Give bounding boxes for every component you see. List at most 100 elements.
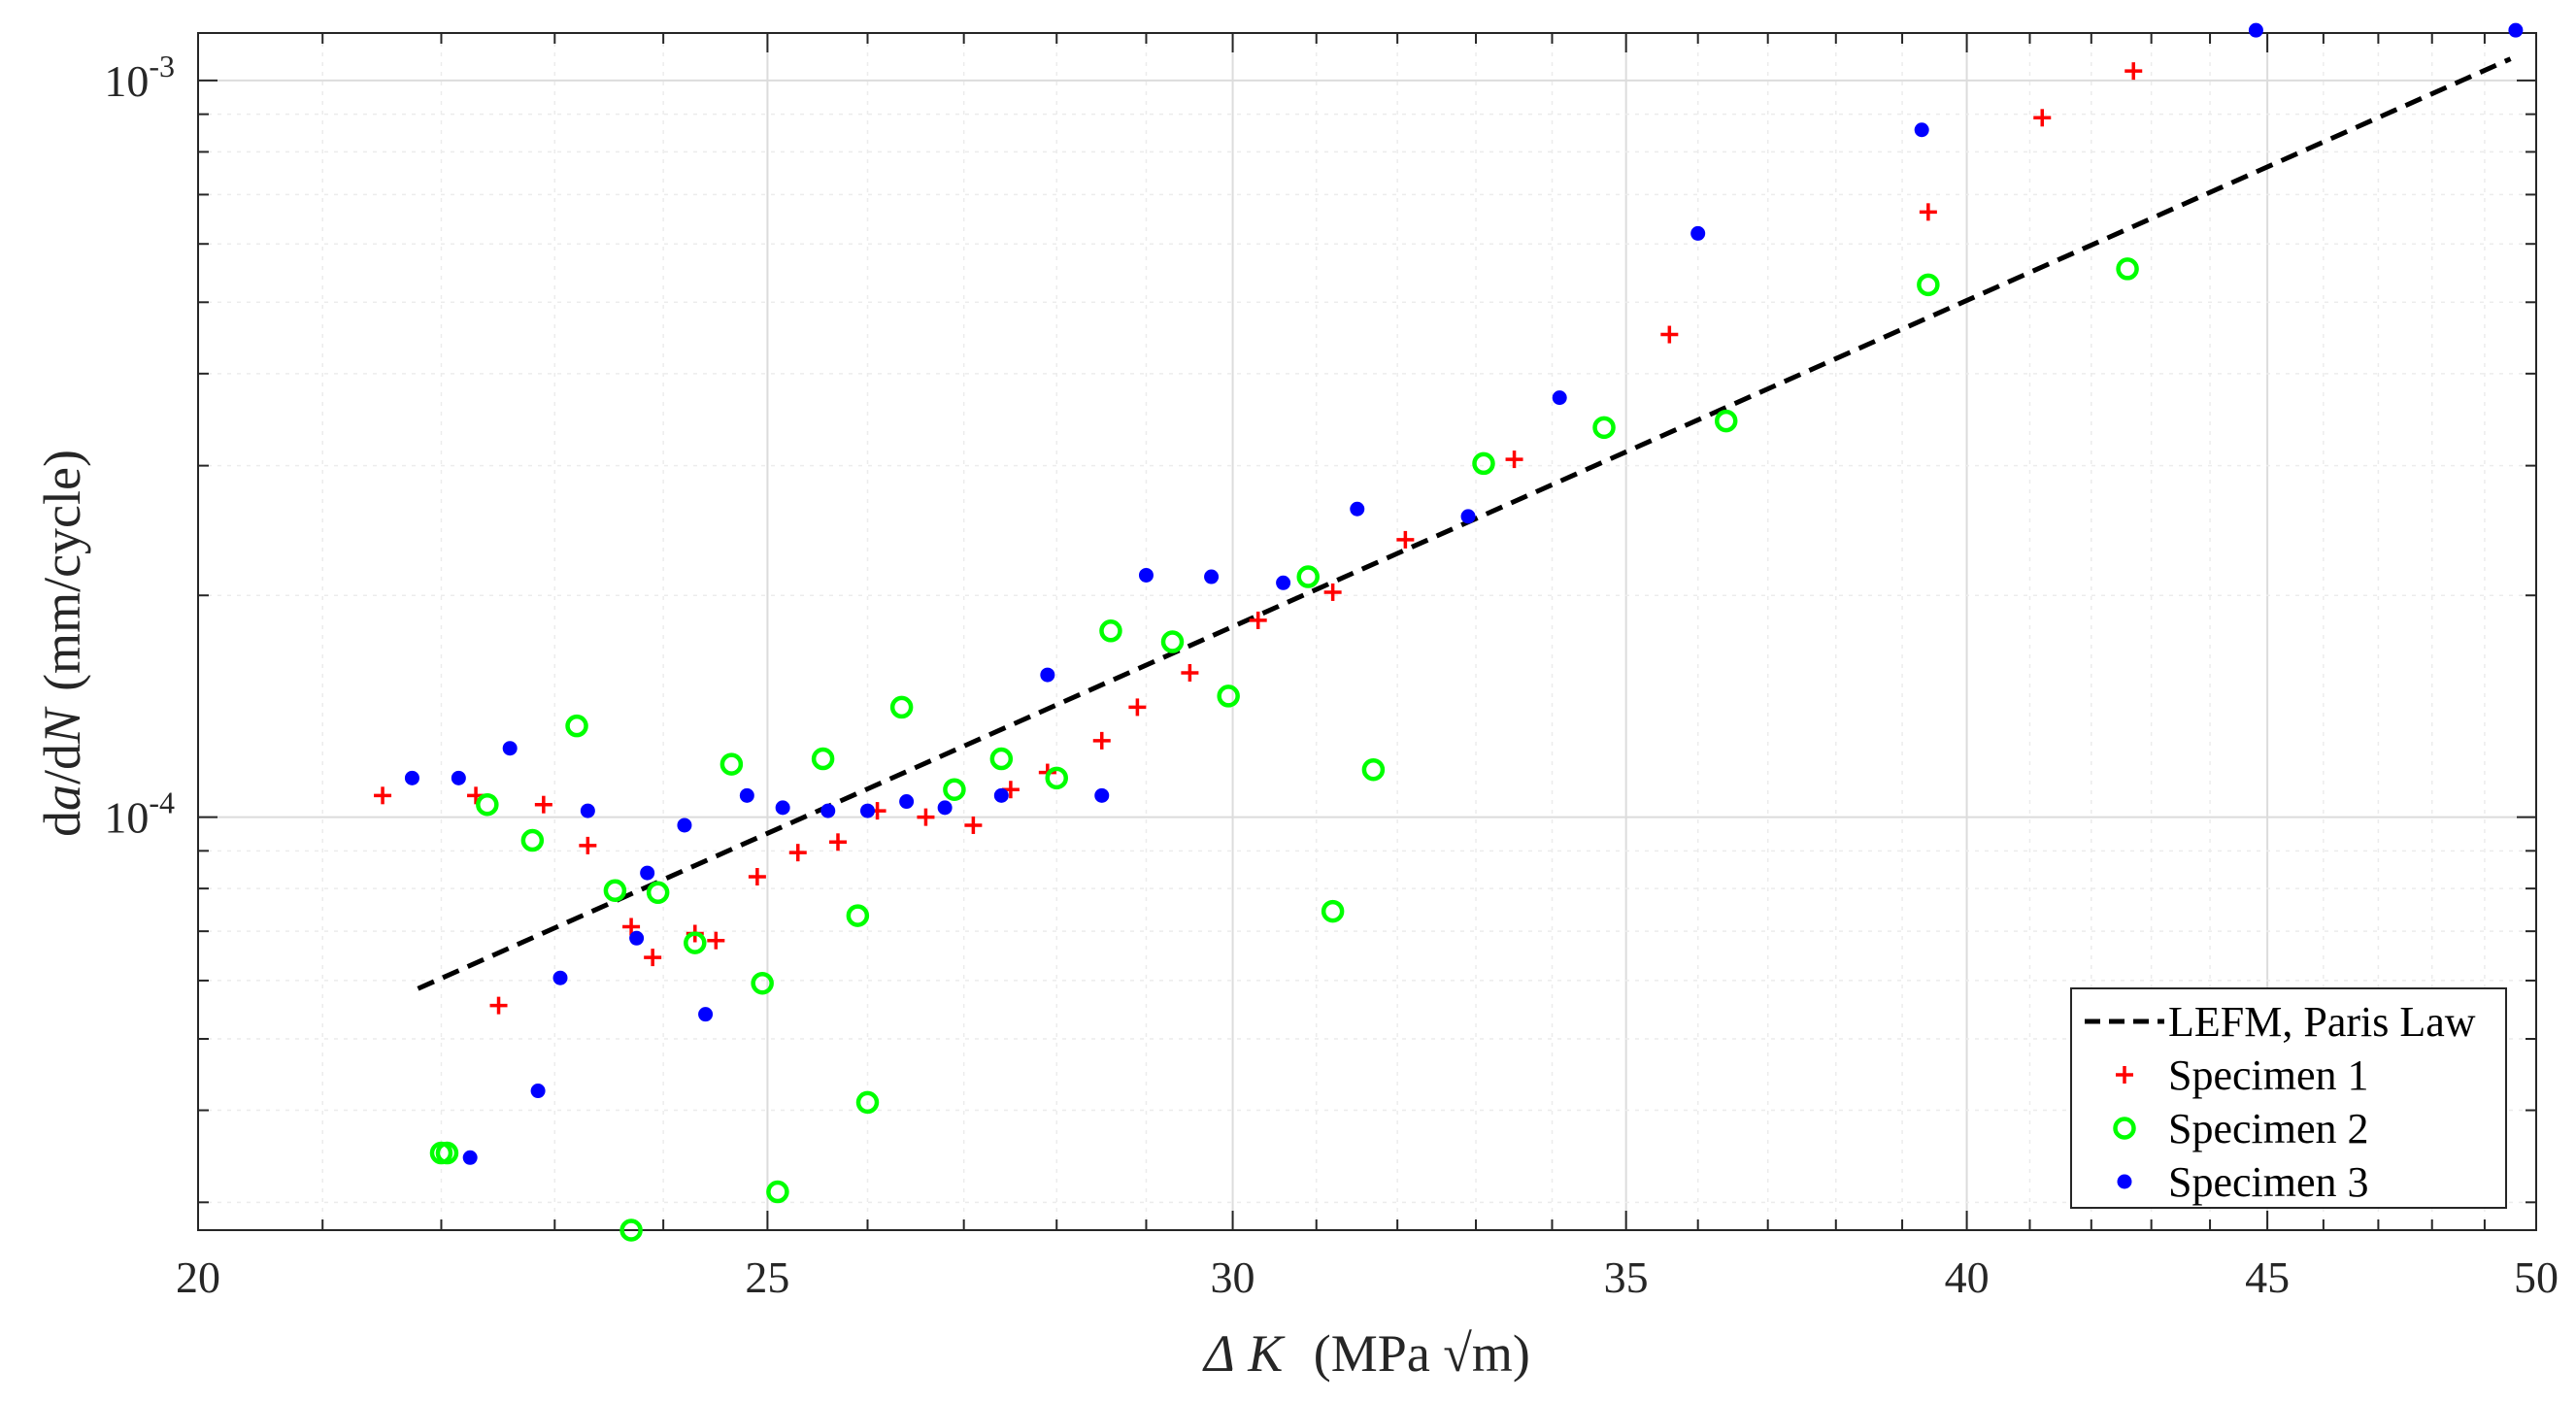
specimen-1-point bbox=[788, 844, 807, 862]
specimen-1-point bbox=[644, 949, 662, 967]
specimen-3-point bbox=[1040, 667, 1055, 683]
specimen-1-point bbox=[748, 868, 766, 886]
x-tick-label: 30 bbox=[1211, 1252, 1255, 1302]
specimen-2-point bbox=[1045, 766, 1068, 790]
specimen-2-point bbox=[1321, 899, 1345, 923]
specimen-1-point bbox=[917, 808, 935, 826]
specimen-1-point bbox=[964, 816, 983, 834]
specimen-3-point bbox=[993, 787, 1009, 803]
specimen-2-point bbox=[1160, 630, 1185, 653]
specimen-3-point bbox=[1350, 501, 1365, 517]
legend-entry: Specimen 2 bbox=[2113, 1105, 2369, 1152]
specimen-2-point bbox=[619, 1218, 643, 1242]
specimen-3-point bbox=[775, 800, 790, 816]
legend-swatch bbox=[2116, 1066, 2133, 1084]
x-tick-label: 20 bbox=[176, 1252, 220, 1302]
specimen-3-point bbox=[451, 770, 466, 785]
specimen-1-point bbox=[2033, 109, 2052, 127]
legend-box bbox=[2070, 987, 2507, 1209]
data-series bbox=[374, 22, 2524, 1242]
specimen-1-point bbox=[1919, 203, 1937, 221]
legend-label: Specimen 1 bbox=[2168, 1052, 2369, 1099]
specimen-3-point bbox=[899, 794, 915, 810]
specimen-1-point bbox=[489, 996, 508, 1015]
specimen-3-point bbox=[530, 1084, 546, 1099]
specimen-2-point bbox=[1472, 451, 1495, 476]
specimen-2-point bbox=[1217, 684, 1240, 708]
series-3 bbox=[404, 22, 2524, 1165]
specimen-3-point bbox=[580, 803, 595, 818]
specimen-3-point bbox=[677, 818, 692, 833]
y-tick-label: 10-3 bbox=[104, 49, 175, 106]
specimen-3-point bbox=[1138, 567, 1154, 583]
x-axis-title-variable: K bbox=[1247, 1324, 1286, 1383]
y-tick-labels: 10-4 10-3 bbox=[104, 49, 175, 843]
x-tick-label: 25 bbox=[745, 1252, 789, 1302]
series-2 bbox=[429, 257, 2139, 1242]
legend-swatch bbox=[2117, 1174, 2132, 1189]
specimen-1-point bbox=[1249, 611, 1267, 629]
specimen-2-point bbox=[989, 747, 1014, 771]
paris-law-line bbox=[417, 56, 2512, 991]
specimen-2-point bbox=[719, 752, 744, 776]
specimen-3-point bbox=[629, 930, 645, 946]
specimen-3-point bbox=[1276, 575, 1291, 590]
specimen-3-point bbox=[640, 865, 655, 881]
specimen-3-point bbox=[698, 1007, 714, 1022]
specimen-2-point bbox=[476, 792, 499, 817]
specimen-2-point bbox=[846, 904, 870, 927]
specimen-1-point bbox=[1505, 451, 1523, 469]
specimen-1-point bbox=[579, 836, 597, 854]
specimen-2-point bbox=[435, 1141, 459, 1165]
specimen-3-point bbox=[1460, 509, 1476, 524]
specimen-1-point bbox=[1660, 325, 1679, 344]
axis-ticks bbox=[197, 33, 2537, 1230]
specimen-2-point bbox=[1361, 757, 1386, 782]
legend-entry: Specimen 3 bbox=[2117, 1158, 2369, 1206]
x-tick-label: 50 bbox=[2514, 1252, 2559, 1302]
y-axis-title: da/dN (mm/cycle) bbox=[33, 450, 91, 837]
x-tick-label: 45 bbox=[2245, 1252, 2290, 1302]
specimen-3-point bbox=[1204, 569, 1220, 584]
specimen-2-point bbox=[684, 931, 707, 954]
specimen-1-point bbox=[1323, 583, 1342, 601]
specimen-3-point bbox=[1094, 787, 1110, 803]
specimen-3-point bbox=[462, 1150, 478, 1165]
specimen-2-point bbox=[811, 747, 835, 771]
legend-label: Specimen 3 bbox=[2168, 1158, 2369, 1206]
specimen-3-point bbox=[2508, 22, 2524, 38]
specimen-1-point bbox=[1396, 530, 1415, 549]
x-axis-title-delta: Δ bbox=[1202, 1324, 1235, 1383]
specimen-3-point bbox=[859, 803, 875, 818]
legend-label: LEFM, Paris Law bbox=[2168, 998, 2476, 1046]
y-axis-title-a: a bbox=[33, 784, 91, 811]
specimen-3-point bbox=[739, 787, 754, 803]
series-0 bbox=[417, 56, 2512, 991]
specimen-1-point bbox=[374, 786, 392, 805]
specimen-2-point bbox=[2116, 257, 2139, 281]
specimen-1-point bbox=[622, 918, 641, 936]
specimen-2-point bbox=[1917, 273, 1940, 297]
specimen-2-point bbox=[751, 971, 774, 995]
specimen-3-point bbox=[2248, 22, 2263, 38]
x-axis-title-units: (MPa √m) bbox=[1314, 1324, 1530, 1383]
specimen-3-point bbox=[552, 970, 568, 985]
specimen-3-point bbox=[1690, 225, 1706, 241]
y-axis-title-d: d bbox=[33, 811, 91, 837]
specimen-1-point bbox=[828, 833, 847, 851]
x-tick-label: 35 bbox=[1604, 1252, 1649, 1302]
specimen-2-point bbox=[889, 695, 914, 719]
specimen-2-point bbox=[1592, 416, 1616, 440]
legend-label: Specimen 2 bbox=[2168, 1105, 2369, 1152]
x-tick-labels: 20 25 30 35 40 45 50 bbox=[176, 1252, 2559, 1302]
specimen-2-point bbox=[520, 828, 545, 852]
specimen-2-point bbox=[646, 881, 670, 905]
x-tick-label: 40 bbox=[1945, 1252, 1990, 1302]
specimen-2-point bbox=[855, 1090, 880, 1115]
specimen-2-point bbox=[565, 714, 588, 738]
y-tick-label: 10-4 bbox=[104, 785, 175, 843]
y-axis-title-units: (mm/cycle) bbox=[33, 450, 91, 691]
specimen-2-point bbox=[1714, 409, 1738, 433]
specimen-1-point bbox=[707, 931, 725, 950]
